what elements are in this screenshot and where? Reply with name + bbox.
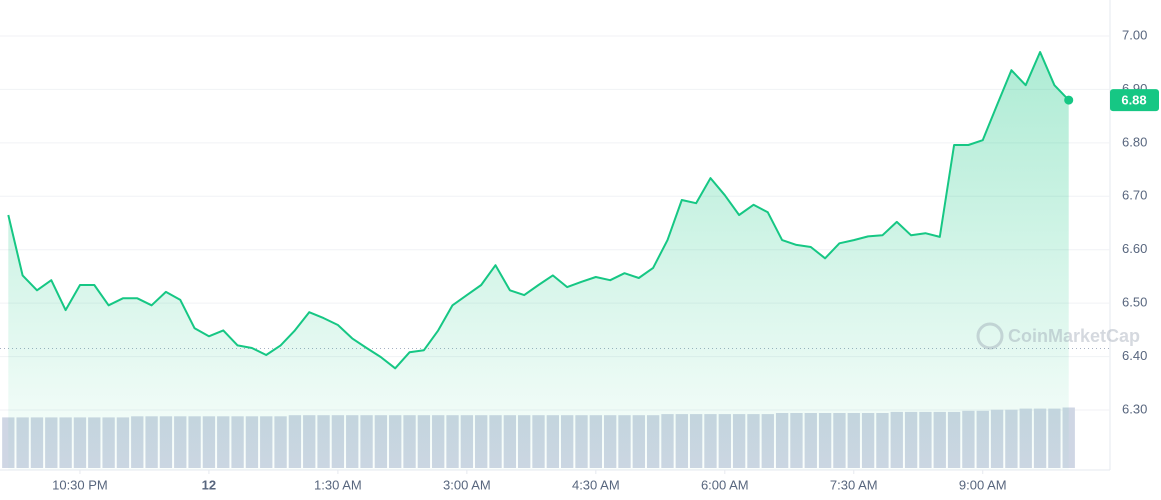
x-tick-label: 4:30 AM <box>572 477 620 492</box>
x-tick-label: 12 <box>202 477 216 492</box>
y-tick-label: 6.80 <box>1122 134 1147 149</box>
last-point <box>1064 95 1074 105</box>
y-tick-label: 6.30 <box>1122 401 1147 416</box>
price-badge <box>1110 89 1159 112</box>
y-tick-label: 7.00 <box>1122 27 1147 42</box>
x-tick-label: 1:30 AM <box>314 477 362 492</box>
price-badge-label: 6.88 <box>1121 93 1146 108</box>
watermark: CoinMarketCap <box>976 322 1140 350</box>
y-tick-label: 6.40 <box>1122 348 1147 363</box>
price-line <box>7 51 1070 370</box>
y-tick-label: 6.50 <box>1122 295 1147 310</box>
x-tick-label: 9:00 AM <box>959 477 1007 492</box>
y-tick-label: 6.60 <box>1122 241 1147 256</box>
watermark-text: CoinMarketCap <box>1008 326 1140 346</box>
x-tick-label: 6:00 AM <box>701 477 749 492</box>
x-tick-label: 10:30 PM <box>52 477 108 492</box>
x-tick-label: 3:00 AM <box>443 477 491 492</box>
watermark-logo <box>976 322 1004 350</box>
y-tick-label: 6.70 <box>1122 188 1147 203</box>
x-tick-label: 7:30 AM <box>830 477 878 492</box>
price-area <box>8 52 1069 470</box>
